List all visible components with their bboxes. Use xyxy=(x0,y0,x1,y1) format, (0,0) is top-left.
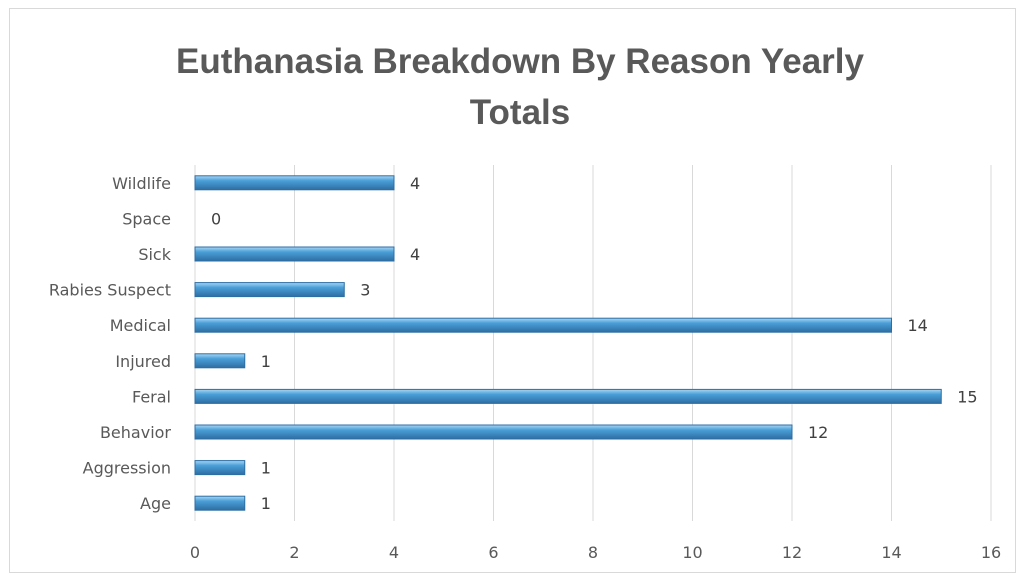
x-tick-label-14: 14 xyxy=(881,543,901,562)
bar-wildlife xyxy=(194,175,395,191)
category-label-injured: Injured xyxy=(115,352,171,371)
category-label-aggression: Aggression xyxy=(83,459,171,478)
x-tick-label-4: 4 xyxy=(389,543,399,562)
category-label-rabies-suspect: Rabies Suspect xyxy=(49,281,171,300)
bar-sick xyxy=(194,246,395,262)
bar-aggression xyxy=(194,460,246,476)
data-label-space: 0 xyxy=(211,209,221,228)
category-label-feral: Feral xyxy=(132,387,171,406)
bar-behavior xyxy=(194,424,793,440)
gridlines xyxy=(194,165,992,521)
bars xyxy=(194,175,942,511)
bar-feral xyxy=(194,388,942,404)
data-label-feral: 15 xyxy=(957,387,977,406)
x-tick-label-6: 6 xyxy=(488,543,498,562)
chart-title: Euthanasia Breakdown By Reason Yearly To… xyxy=(0,36,1020,138)
x-tick-label-8: 8 xyxy=(588,543,598,562)
data-label-injured: 1 xyxy=(261,352,271,371)
category-label-space: Space xyxy=(122,209,171,228)
data-label-aggression: 1 xyxy=(261,459,271,478)
x-tick-label-16: 16 xyxy=(981,543,1001,562)
chart-title-line-1: Euthanasia Breakdown By Reason Yearly xyxy=(176,42,864,81)
x-tick-label-2: 2 xyxy=(289,543,299,562)
category-label-medical: Medical xyxy=(110,316,171,335)
bar-medical xyxy=(194,317,892,333)
chart-area xyxy=(9,8,1016,573)
data-label-wildlife: 4 xyxy=(410,174,420,193)
bar-rabies-suspect xyxy=(194,282,345,298)
category-label-behavior: Behavior xyxy=(100,423,171,442)
data-label-medical: 14 xyxy=(908,316,928,335)
chart-title-line-2: Totals xyxy=(469,93,571,132)
x-tick-label-0: 0 xyxy=(190,543,200,562)
x-tick-label-10: 10 xyxy=(682,543,702,562)
data-label-sick: 4 xyxy=(410,245,420,264)
category-label-wildlife: Wildlife xyxy=(112,174,171,193)
data-label-rabies-suspect: 3 xyxy=(360,281,370,300)
bar-age xyxy=(194,495,246,511)
bar-injured xyxy=(194,353,246,369)
category-label-sick: Sick xyxy=(138,245,171,264)
x-tick-label-12: 12 xyxy=(782,543,802,562)
category-label-age: Age xyxy=(140,494,171,513)
data-label-age: 1 xyxy=(261,494,271,513)
data-label-behavior: 12 xyxy=(808,423,828,442)
